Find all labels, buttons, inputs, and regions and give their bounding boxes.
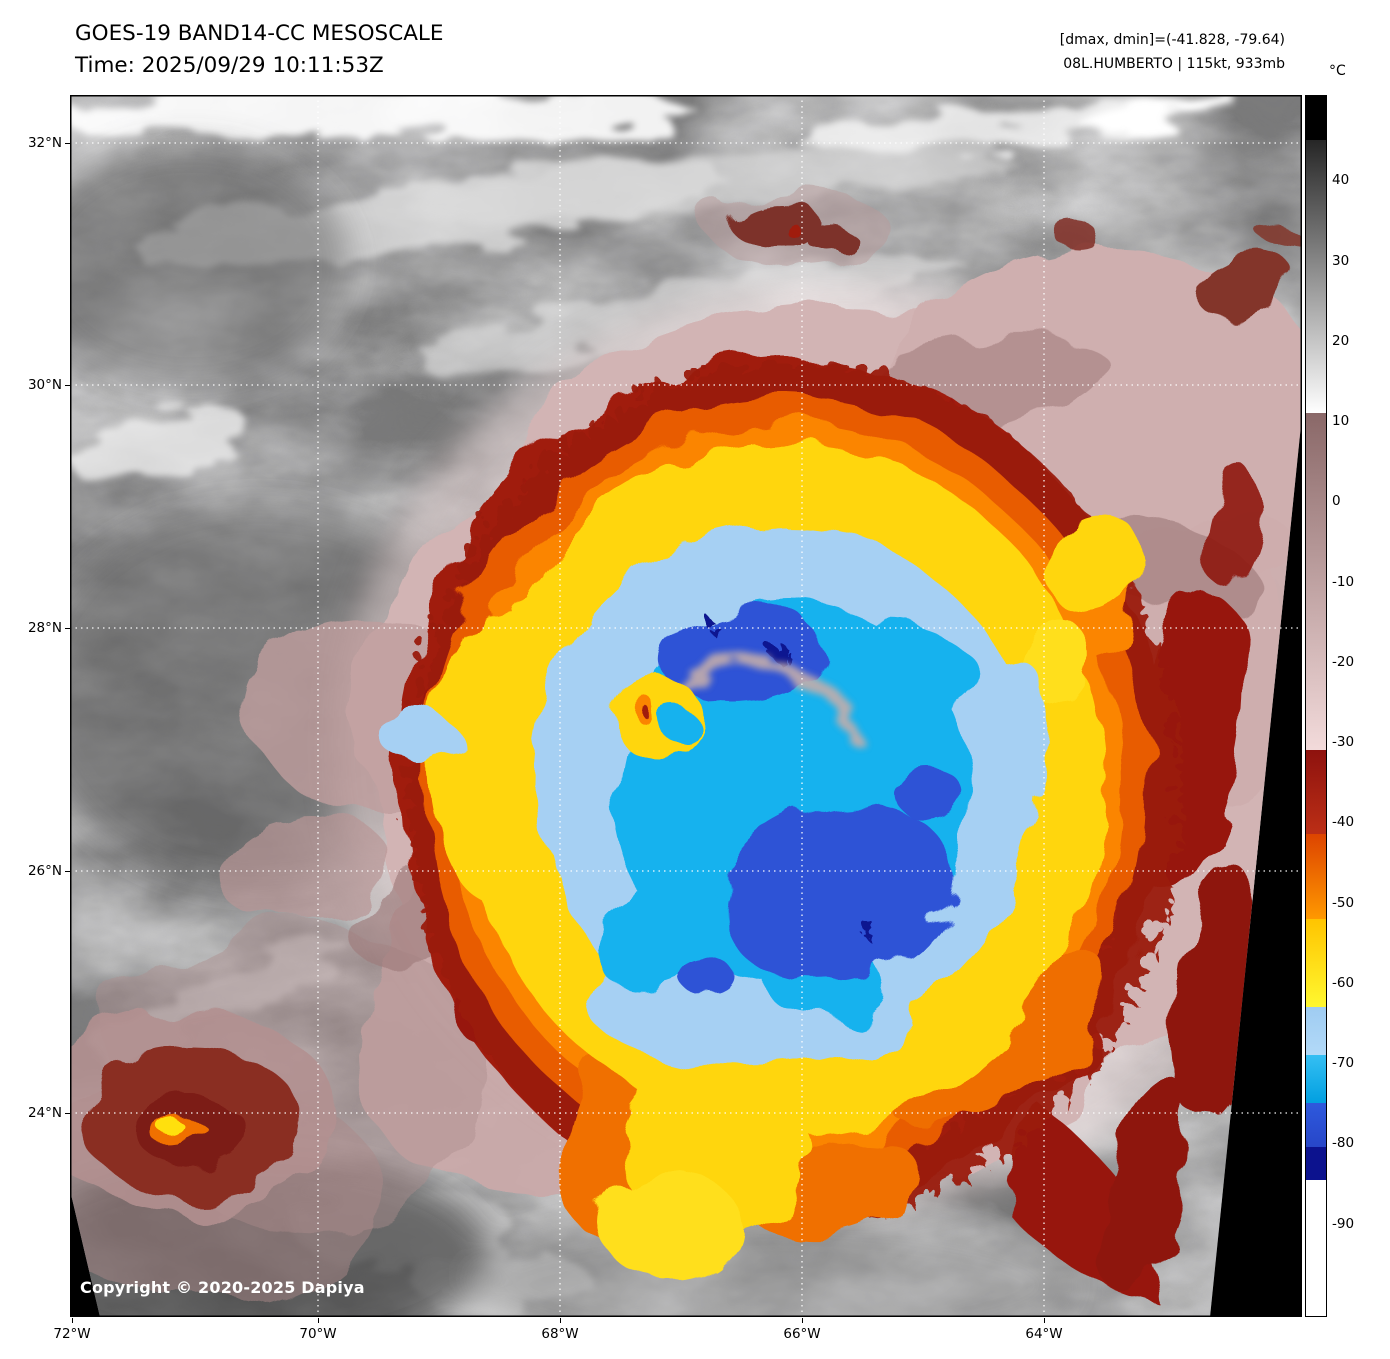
colorbar-segment-cyan	[1306, 1055, 1326, 1104]
map-area: Copyright © 2020-2025 Dapiya	[70, 95, 1302, 1317]
lat-tick	[65, 143, 70, 145]
colorbar-unit-label: °C	[1329, 63, 1346, 79]
colorbar-tick-label: -70	[1332, 1055, 1355, 1072]
colorbar-segment-yellow	[1306, 918, 1326, 1008]
lat-label: 24°N	[27, 1105, 62, 1121]
colorbar-gradient	[1306, 96, 1326, 1316]
lon-tick	[802, 1318, 804, 1323]
colorbar-segment-dark-red	[1306, 750, 1326, 836]
lon-tick	[560, 1318, 562, 1323]
lon-label: 70°W	[299, 1326, 337, 1342]
storm-info: 08L.HUMBERTO | 115kt, 933mb	[1063, 56, 1285, 72]
colorbar-tick-label: -40	[1332, 814, 1355, 831]
colorbar-segment-blue	[1306, 1103, 1326, 1149]
lat-tick	[65, 628, 70, 630]
hurricane-eye	[609, 675, 701, 755]
lat-tick	[65, 871, 70, 873]
colorbar-segment-navy	[1306, 1147, 1326, 1181]
lon-tick	[72, 1318, 74, 1323]
lon-label: 66°W	[783, 1326, 821, 1342]
lat-label: 30°N	[27, 377, 62, 393]
colorbar-tick-label: 0	[1332, 493, 1341, 510]
lon-label: 68°W	[541, 1326, 579, 1342]
colorbar	[1305, 95, 1327, 1317]
lat-label: 26°N	[27, 863, 62, 879]
colorbar-tick-label: -20	[1332, 653, 1355, 670]
colorbar-tick-label: -10	[1332, 573, 1355, 590]
colorbar-tick-label: -50	[1332, 894, 1355, 911]
lon-label: 64°W	[1025, 1326, 1063, 1342]
colorbar-segment-mauve	[1306, 413, 1326, 751]
lon-label: 72°W	[53, 1326, 91, 1342]
lat-label: 32°N	[27, 135, 62, 151]
lat-tick	[65, 1113, 70, 1115]
dmax-dmin-info: [dmax, dmin]=(-41.828, -79.64)	[1059, 32, 1285, 48]
lat-label: 28°N	[27, 620, 62, 636]
colorbar-segment-grayscale	[1306, 140, 1326, 414]
colorbar-tick-label: -90	[1332, 1215, 1355, 1232]
colorbar-tick-label: 40	[1332, 172, 1350, 189]
colorbar-segment-orange	[1306, 834, 1326, 920]
colorbar-tick-label: 30	[1332, 252, 1350, 269]
eye-swirl-cloud	[663, 660, 857, 740]
map-frame	[70, 95, 1302, 1317]
satellite-image	[70, 95, 1302, 1317]
lon-tick	[318, 1318, 320, 1323]
north-storm-cells	[710, 190, 1302, 320]
colorbar-segment-light-blue	[1306, 1006, 1326, 1056]
lon-tick	[1044, 1318, 1046, 1323]
colorbar-tick-label: -30	[1332, 734, 1355, 751]
grid-overlay	[70, 95, 1302, 1317]
southwest-storm-cell	[70, 1010, 335, 1210]
colorbar-segment-white	[1306, 1179, 1326, 1316]
figure-timestamp: Time: 2025/09/29 10:11:53Z	[75, 53, 384, 78]
colorbar-segment-black	[1306, 96, 1326, 141]
colorbar-tick-label: 10	[1332, 413, 1350, 430]
figure-title: GOES-19 BAND14-CC MESOSCALE	[75, 21, 444, 46]
lat-tick	[65, 385, 70, 387]
colorbar-tick-label: -60	[1332, 974, 1355, 991]
colorbar-tick-label: 20	[1332, 332, 1350, 349]
colorbar-tick-label: -80	[1332, 1135, 1355, 1152]
copyright-label: Copyright © 2020-2025 Dapiya	[80, 1278, 365, 1297]
